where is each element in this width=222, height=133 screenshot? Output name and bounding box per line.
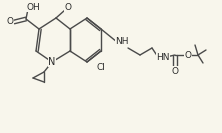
Text: OH: OH [26, 3, 40, 11]
Text: NH: NH [115, 38, 129, 47]
Text: HN: HN [156, 53, 170, 63]
Text: Cl: Cl [97, 63, 105, 72]
Text: O: O [172, 66, 178, 76]
Text: O: O [184, 51, 192, 59]
Text: N: N [48, 57, 56, 67]
Text: O: O [65, 3, 71, 13]
Text: O: O [6, 18, 14, 26]
